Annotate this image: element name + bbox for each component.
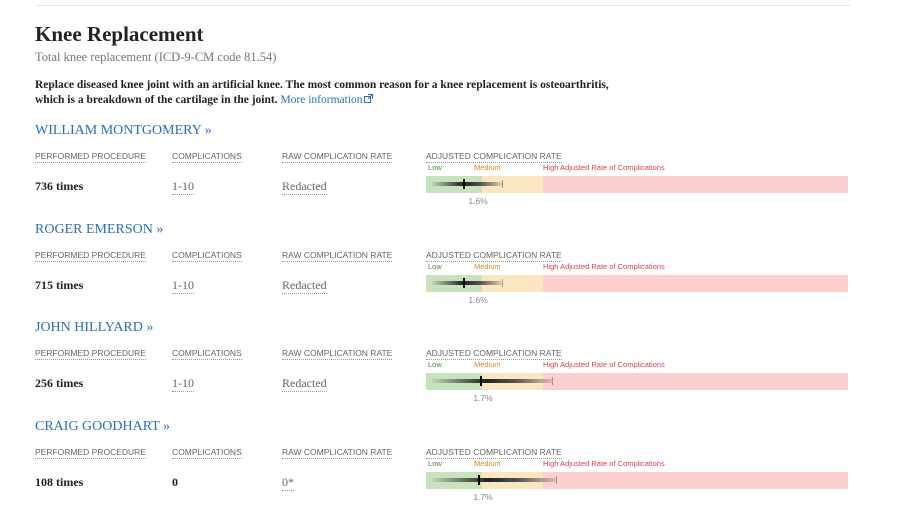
rate-legend: Low [428, 261, 442, 271]
column-header: RAW COMPLICATION RATE [282, 446, 393, 459]
column-header: RAW COMPLICATION RATE [282, 249, 393, 262]
rate-legend: Low [428, 360, 442, 369]
column-header: PERFORMED PROCEDURE [35, 249, 146, 262]
raw-rate: 0* [282, 474, 294, 491]
external-icon [363, 94, 373, 103]
rate-legend: Medium [474, 458, 501, 468]
column-header: PERFORMED PROCEDURE [35, 446, 146, 459]
high-zone [543, 373, 848, 390]
rate-legend: High Adjusted Rate of Complications [543, 458, 665, 468]
high-zone [543, 176, 848, 193]
column-header: PERFORMED PROCEDURE [35, 348, 146, 360]
column-header: ADJUSTED COMPLICATION RATE [426, 446, 562, 459]
complications: 1-10 [172, 376, 194, 392]
adjusted-rate: 1.7% [473, 491, 493, 502]
interval-end [552, 377, 553, 385]
rate-legend: Low [428, 458, 442, 468]
confidence-interval [432, 477, 556, 482]
performed-count: 256 times [35, 376, 84, 390]
complications: 0 [172, 474, 178, 489]
interval-end [556, 475, 557, 484]
complications: 1-10 [172, 277, 194, 294]
rate-marker [478, 474, 480, 485]
column-header: RAW COMPLICATION RATE [282, 151, 393, 163]
raw-rate: Redacted [282, 277, 327, 294]
rate-legend: Medium [474, 360, 501, 369]
surgeon-name[interactable]: ROGER EMERSON » [35, 221, 164, 237]
adjusted-rate: 1.7% [473, 393, 493, 403]
performed-count: 736 times [35, 179, 84, 193]
surgeon-name[interactable]: CRAIG GOODHART » [35, 418, 171, 434]
confidence-interval [432, 379, 552, 383]
high-zone [543, 471, 848, 489]
high-zone [543, 274, 848, 292]
column-header: COMPLICATIONS [172, 151, 242, 163]
rate-marker [480, 376, 482, 386]
medium-zone [482, 176, 543, 193]
confidence-interval [432, 182, 502, 186]
interval-end [502, 180, 503, 188]
column-header: COMPLICATIONS [172, 348, 242, 360]
column-header: ADJUSTED COMPLICATION RATE [426, 151, 562, 163]
rate-legend: Medium [474, 163, 501, 172]
more-info-link[interactable]: More information [280, 94, 363, 106]
surgeon-name[interactable]: WILLIAM MONTGOMERY » [35, 123, 212, 138]
complications: 1-10 [172, 179, 194, 195]
column-header: RAW COMPLICATION RATE [282, 348, 393, 360]
column-header: COMPLICATIONS [172, 249, 242, 262]
adjusted-rate: 1.6% [468, 196, 488, 206]
column-header: ADJUSTED COMPLICATION RATE [426, 249, 562, 262]
subtitle: Total knee replacement (ICD-9-CM code 81… [35, 50, 277, 64]
description: Replace diseased knee joint with an arti… [35, 79, 609, 91]
adjusted-rate: 1.6% [468, 294, 488, 305]
title: Knee Replacement [35, 22, 204, 46]
performed-count: 715 times [35, 277, 84, 292]
column-header: COMPLICATIONS [172, 446, 242, 459]
medium-zone [482, 274, 543, 292]
rate-marker [463, 277, 465, 288]
rate-legend: High Adjusted Rate of Complications [543, 360, 665, 369]
interval-end [502, 278, 503, 287]
surgeon-name[interactable]: JOHN HILLYARD » [35, 320, 154, 335]
raw-rate: Redacted [282, 179, 327, 195]
column-header: ADJUSTED COMPLICATION RATE [426, 348, 562, 360]
column-header: PERFORMED PROCEDURE [35, 151, 146, 163]
confidence-interval [432, 280, 502, 285]
top-rule [35, 5, 850, 6]
description-text: which is a breakdown of the cartilage in… [35, 94, 278, 106]
performed-count: 108 times [35, 474, 84, 489]
rate-legend: High Adjusted Rate of Complications [543, 163, 665, 172]
rate-legend: Medium [474, 261, 501, 271]
rate-marker [463, 179, 465, 189]
rate-legend: Low [428, 163, 442, 172]
rate-legend: High Adjusted Rate of Complications [543, 261, 665, 271]
description: which is a breakdown of the cartilage in… [35, 94, 373, 106]
raw-rate: Redacted [282, 376, 327, 392]
